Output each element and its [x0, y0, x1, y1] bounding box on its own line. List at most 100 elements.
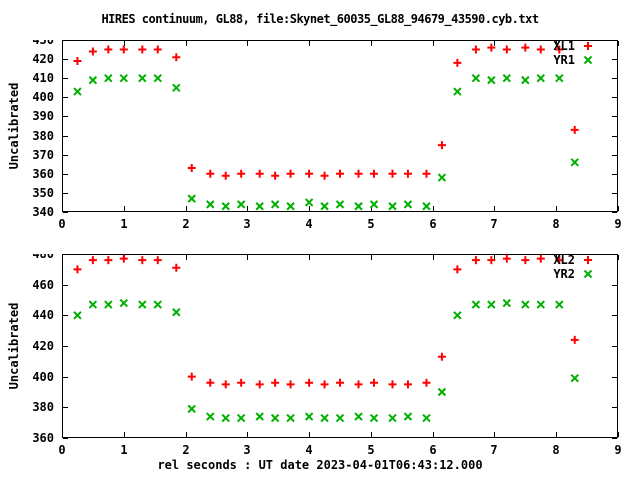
XL2-data-point-marker	[487, 256, 496, 265]
YR2-data-point-marker	[206, 412, 215, 421]
y-tick-label: 400	[32, 90, 54, 104]
XL1-data-point-marker	[521, 43, 530, 52]
XL1-data-point-marker	[119, 45, 128, 54]
series-XL2	[73, 254, 579, 389]
YR2-data-point-marker	[119, 298, 128, 308]
XL1-data-point-marker	[437, 141, 446, 150]
YR1-data-point-marker	[236, 200, 246, 209]
XL2-data-point-marker	[187, 372, 196, 381]
XL1-data-point-marker	[138, 45, 147, 54]
YR2-data-point-marker	[453, 311, 462, 320]
XL2-data-point-marker	[153, 256, 162, 265]
x-tick-label: 0	[58, 217, 65, 231]
XL2-data-point-marker	[104, 256, 113, 265]
x-tick-label: 5	[367, 217, 374, 231]
XL1-data-point-marker	[286, 169, 295, 178]
XL1-data-point-marker	[502, 45, 511, 54]
x-tick-label: 2	[182, 217, 189, 231]
XL1-data-point-marker	[88, 47, 97, 56]
YR1-data-point-marker	[153, 74, 162, 83]
YR1-data-point-marker	[104, 74, 113, 83]
XL1-data-point-marker	[336, 169, 344, 178]
x-tick-label: 7	[490, 443, 497, 457]
YR1-data-point-marker	[502, 74, 512, 83]
XL2-data-point-marker	[336, 378, 344, 387]
YR1-data-point-marker	[119, 74, 128, 83]
y-tick-label: 400	[32, 370, 54, 384]
x-tick-label: 3	[243, 217, 250, 231]
YR1-data-point-marker	[369, 200, 379, 209]
x-tick-label: 7	[490, 217, 497, 231]
XL1-data-point-marker	[471, 45, 480, 54]
XL2-data-point-marker	[305, 378, 314, 387]
YR1-data-point-marker	[335, 200, 345, 209]
XL1-data-point-marker	[187, 164, 196, 173]
YR2-data-point-marker	[221, 413, 230, 423]
XL2-data-point-marker	[320, 380, 329, 389]
XL1-data-point-marker	[422, 169, 431, 178]
axis-ticks	[62, 254, 619, 439]
YR1-data-point-marker	[536, 74, 545, 83]
YR2-data-point-marker	[487, 300, 496, 309]
XL2-data-point-marker	[570, 335, 579, 344]
YR2-data-point-marker	[335, 413, 345, 423]
YR1-data-point-marker	[555, 74, 564, 83]
XL1-data-point-marker	[369, 169, 378, 178]
YR1-data-point-marker	[138, 74, 147, 83]
YR2-data-point-marker	[320, 413, 329, 423]
top-panel: 0 1 2 3 4 5 6 7 8 9 340 350 360 370 380 390 400 410 420 430…	[32, 40, 622, 231]
x-tick-label: 1	[120, 443, 127, 457]
YR1-data-point-marker	[221, 202, 230, 211]
XL2-data-point-marker	[255, 380, 264, 389]
XL1-data-point-marker	[555, 45, 564, 54]
legend-label-XL2: XL2	[553, 254, 575, 267]
legend-sample-YR2	[583, 269, 593, 279]
x-tick-label: 6	[429, 443, 436, 457]
YR2-data-point-marker	[104, 300, 113, 309]
legend-label-YR1: YR1	[553, 53, 575, 67]
XL2-data-point-marker	[536, 254, 545, 263]
y-tick-label: 360	[32, 167, 54, 181]
y-tick-label: 440	[32, 308, 54, 322]
YR2-data-point-marker	[172, 308, 181, 317]
XL2-data-point-marker	[221, 380, 230, 389]
YR1-data-point-marker	[255, 202, 264, 211]
XL1-data-point-marker	[453, 58, 462, 67]
y-tick-label: 360	[32, 431, 54, 445]
YR2-data-point-marker	[437, 387, 447, 397]
XL2-data-point-marker	[555, 256, 564, 265]
YR2-data-point-marker	[422, 413, 431, 423]
x-tick-label: 1	[120, 217, 127, 231]
YR2-data-point-marker	[388, 413, 397, 423]
XL1-data-point-marker	[271, 171, 280, 180]
series-XL1	[73, 43, 579, 180]
y-tick-label: 410	[32, 71, 54, 85]
YR1-data-point-marker	[304, 198, 314, 207]
XL1-data-point-marker	[172, 53, 181, 62]
YR2-data-point-marker	[536, 300, 545, 309]
x-tick-label: 9	[614, 217, 621, 231]
XL2-data-point-marker	[271, 378, 280, 387]
XL2-data-point-marker	[206, 378, 215, 387]
XL2-data-point-marker	[354, 380, 363, 389]
y-tick-label: 340	[32, 205, 54, 219]
YR2-data-point-marker	[270, 413, 280, 423]
YR2-data-point-marker	[502, 298, 512, 308]
XL1-data-point-marker	[388, 169, 397, 178]
XL1-data-point-marker	[255, 169, 264, 178]
YR2-data-point-marker	[88, 300, 98, 309]
chart-title: HIRES continuum, GL88, file:Skynet_60035…	[101, 12, 539, 26]
x-tick-label: 8	[552, 443, 559, 457]
y-tick-label: 460	[32, 278, 54, 292]
XL2-data-point-marker	[437, 352, 446, 361]
YR2-data-point-marker	[354, 412, 363, 421]
YR2-data-point-marker	[286, 413, 295, 423]
legend-label-YR2: YR2	[553, 267, 575, 281]
series-YR1	[73, 74, 579, 211]
YR2-data-point-marker	[138, 300, 147, 309]
YR1-data-point-marker	[487, 75, 496, 85]
y-tick-label: 380	[32, 129, 54, 143]
YR2-data-point-marker	[73, 311, 82, 320]
